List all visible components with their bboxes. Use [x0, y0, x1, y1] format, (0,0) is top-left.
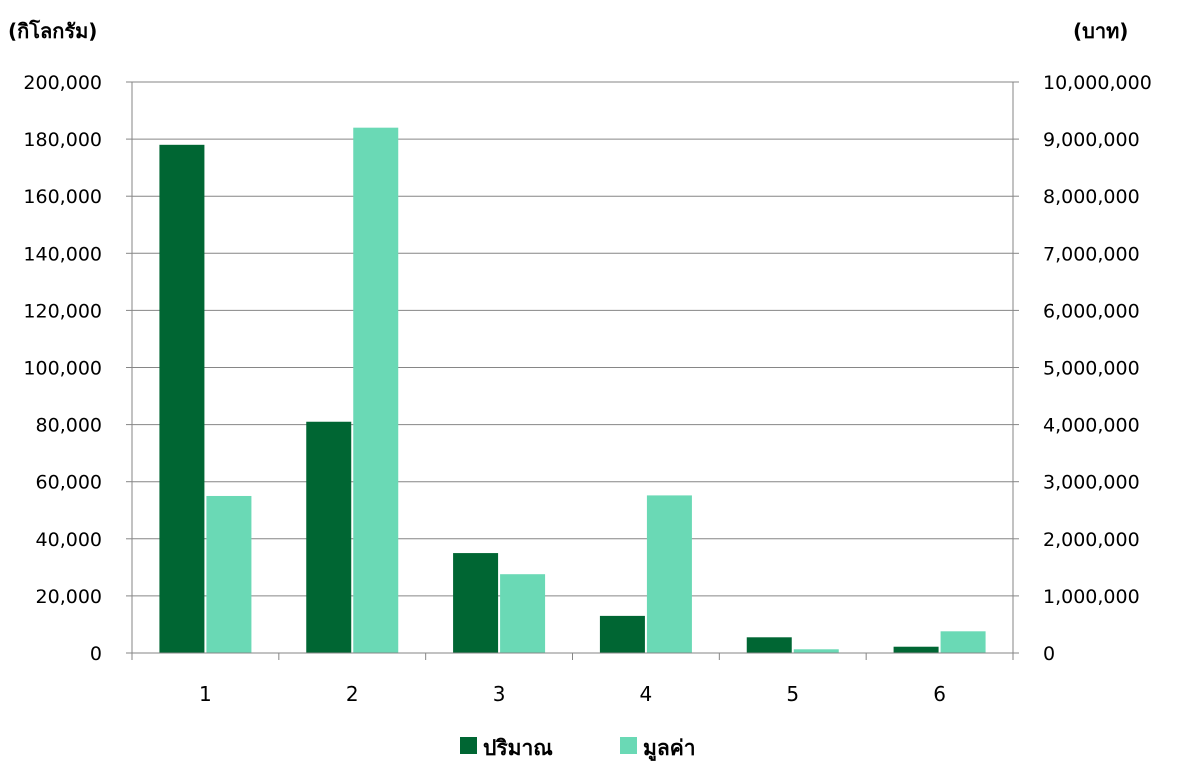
bar-series-1-cat-6	[893, 646, 939, 653]
left-tick-label: 80,000	[36, 415, 102, 437]
left-tick-label: 20,000	[36, 586, 102, 608]
right-axis-ticks: 0 1,000,000 2,000,000 3,000,000 4,000,000 5,0…	[1043, 72, 1152, 665]
gridlines	[126, 81, 1019, 654]
category-label: 5	[786, 682, 799, 706]
left-axis-ticks: 0 20,000 40,000 60,000 80,000 100,000 120,000 1…	[23, 72, 102, 665]
bar-series-2-cat-5	[793, 649, 839, 653]
right-tick-label: 4,000,000	[1043, 415, 1140, 437]
bar-series-1-cat-5	[746, 637, 792, 653]
bar-series-1-cat-2	[306, 421, 352, 653]
right-tick-label: 9,000,000	[1043, 129, 1140, 151]
right-axis-title: (บาท)	[1073, 19, 1128, 43]
bars	[159, 127, 986, 654]
bar-series-2-cat-3	[500, 574, 546, 653]
left-tick-label: 100,000	[23, 358, 102, 380]
left-tick-label: 160,000	[23, 186, 102, 208]
right-tick-label: 1,000,000	[1043, 586, 1140, 608]
right-tick-label: 6,000,000	[1043, 300, 1140, 322]
axes	[131, 82, 1014, 660]
left-tick-label: 180,000	[23, 129, 102, 151]
legend-swatch-series-2	[620, 737, 637, 754]
right-tick-label: 3,000,000	[1043, 472, 1140, 494]
right-tick-label: 2,000,000	[1043, 529, 1140, 551]
legend: ปริมาณ มูลค่า	[460, 736, 696, 762]
bar-series-2-cat-1	[206, 495, 252, 653]
left-tick-label: 140,000	[23, 243, 102, 265]
legend-label-series-2: มูลค่า	[643, 736, 696, 762]
bar-series-2-cat-6	[940, 631, 986, 653]
bar-series-1-cat-4	[599, 615, 645, 653]
right-tick-label: 0	[1043, 643, 1055, 665]
left-tick-label: 200,000	[23, 72, 102, 94]
category-labels: 1 2 3 4 5 6	[199, 682, 946, 706]
right-tick-label: 10,000,000	[1043, 72, 1152, 94]
bar-series-1-cat-1	[159, 144, 205, 653]
left-tick-label: 60,000	[36, 472, 102, 494]
bar-series-2-cat-2	[353, 127, 399, 654]
legend-swatch-series-1	[460, 737, 477, 754]
category-label: 4	[640, 682, 653, 706]
category-label: 1	[199, 682, 212, 706]
left-axis-title: (กิโลกรัม)	[8, 19, 97, 43]
right-tick-label: 5,000,000	[1043, 358, 1140, 380]
right-tick-label: 8,000,000	[1043, 186, 1140, 208]
bar-series-1-cat-3	[453, 553, 499, 653]
legend-label-series-1: ปริมาณ	[483, 736, 553, 760]
category-label: 6	[933, 682, 946, 706]
left-tick-label: 40,000	[36, 529, 102, 551]
category-label: 3	[493, 682, 506, 706]
left-tick-label: 0	[90, 643, 102, 665]
category-label: 2	[346, 682, 359, 706]
bar-series-2-cat-4	[646, 495, 692, 653]
right-tick-label: 7,000,000	[1043, 243, 1140, 265]
left-tick-label: 120,000	[23, 300, 102, 322]
